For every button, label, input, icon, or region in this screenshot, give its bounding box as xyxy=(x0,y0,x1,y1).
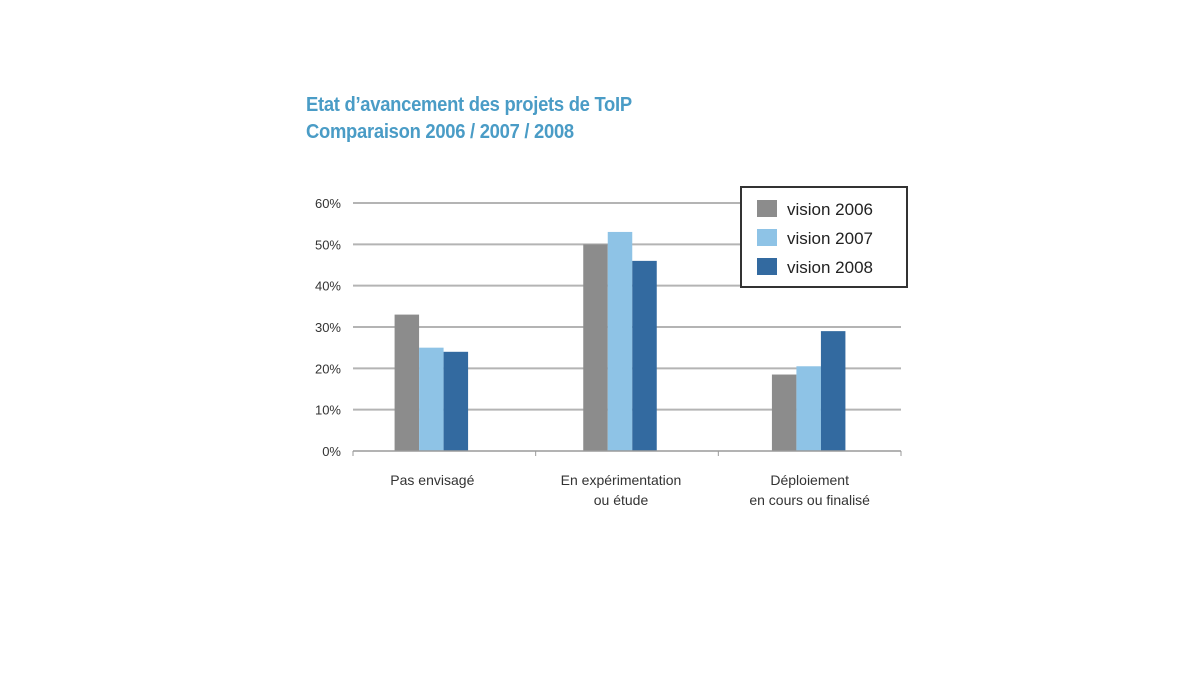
x-category-label: Déploiement xyxy=(770,472,849,488)
x-axis xyxy=(352,450,902,456)
bars xyxy=(394,231,846,451)
legend-label: vision 2006 xyxy=(787,200,873,219)
y-tick-label: 60% xyxy=(315,196,341,211)
legend-swatch xyxy=(757,229,777,246)
bar xyxy=(771,374,797,451)
bar xyxy=(607,231,633,451)
legend: vision 2006 vision 2007 vision 2008 xyxy=(740,186,908,288)
bar xyxy=(394,314,420,451)
y-tick-label: 0% xyxy=(322,444,341,459)
y-tick-label: 10% xyxy=(315,403,341,418)
y-tick-label: 20% xyxy=(315,361,341,376)
legend-label: vision 2008 xyxy=(787,258,873,277)
legend-label: vision 2007 xyxy=(787,229,873,248)
legend-swatch xyxy=(757,200,777,217)
x-category-label: Pas envisagé xyxy=(390,472,474,488)
bar xyxy=(419,347,444,451)
x-category-label: En expérimentation xyxy=(561,472,682,488)
y-axis-ticks: 0% 10% 20% 30% 40% 50% 60% xyxy=(315,196,341,459)
bar xyxy=(632,260,657,451)
y-tick-label: 40% xyxy=(315,279,341,294)
y-tick-label: 50% xyxy=(315,237,341,252)
x-category-label: en cours ou finalisé xyxy=(749,492,870,508)
bar xyxy=(443,351,469,451)
legend-swatch xyxy=(757,258,777,275)
chart-title-block: Etat d’avancement des projets de ToIP Co… xyxy=(306,92,632,146)
chart-subtitle: Comparaison 2006 / 2007 / 2008 xyxy=(306,121,574,143)
bar xyxy=(583,244,608,451)
y-tick-label: 30% xyxy=(315,320,341,335)
bar xyxy=(796,366,821,451)
x-category-label: ou étude xyxy=(594,492,649,508)
bar xyxy=(820,331,846,451)
chart-title: Etat d’avancement des projets de ToIP xyxy=(306,94,632,116)
x-axis-categories: Pas envisagé En expérimentation ou étude Dé… xyxy=(390,472,870,508)
